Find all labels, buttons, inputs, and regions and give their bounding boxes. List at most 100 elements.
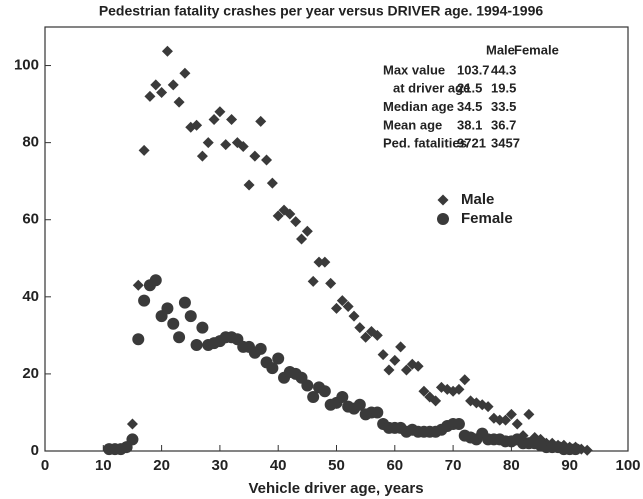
x-tick-label: 30 (212, 457, 229, 474)
point (161, 302, 174, 315)
point (237, 140, 249, 152)
point (511, 418, 523, 430)
x-tick-label: 70 (445, 457, 462, 474)
stats-value: 36.7 (491, 117, 516, 132)
stats-row-label: Ped. fatalities (383, 136, 467, 151)
point (167, 317, 180, 330)
point (173, 96, 185, 108)
point (150, 79, 162, 91)
point (377, 349, 389, 361)
point (395, 341, 407, 353)
y-tick-label: 80 (22, 134, 39, 151)
point (482, 401, 494, 413)
point (202, 137, 214, 149)
stats-row-label: at driver age (393, 81, 470, 96)
point (348, 310, 360, 322)
point (208, 114, 220, 126)
point (301, 379, 314, 392)
point (307, 275, 319, 287)
legend-marker (437, 213, 449, 225)
point (272, 352, 285, 365)
point (196, 150, 208, 162)
point (301, 225, 313, 237)
x-tick-label: 60 (386, 457, 403, 474)
point (167, 79, 179, 91)
plot-frame (44, 26, 629, 452)
x-tick-label: 90 (561, 457, 578, 474)
point (214, 106, 226, 118)
stats-value: 38.1 (457, 117, 482, 132)
point (138, 144, 150, 156)
point (243, 179, 255, 191)
stats-row-label: Mean age (383, 117, 442, 132)
point (249, 150, 261, 162)
point (220, 139, 232, 151)
point (418, 385, 430, 397)
stats-value: 33.5 (491, 99, 516, 114)
point (196, 321, 209, 334)
stats-row-label: Median age (383, 99, 454, 114)
point (290, 216, 302, 228)
point (254, 342, 267, 355)
point (325, 277, 337, 289)
point (505, 408, 517, 420)
point (459, 374, 471, 386)
x-tick-label: 100 (615, 457, 640, 474)
stats-header: Male (486, 42, 515, 57)
point (226, 114, 238, 126)
stats-header: Female (514, 42, 559, 57)
point (255, 115, 267, 127)
point (494, 414, 506, 426)
point (266, 362, 279, 375)
point (132, 333, 145, 346)
point (371, 329, 383, 341)
point (452, 418, 465, 431)
x-tick-label: 10 (95, 457, 112, 474)
x-tick-label: 0 (41, 457, 49, 474)
point (371, 406, 384, 419)
legend-marker (437, 194, 449, 206)
point (178, 296, 191, 309)
stats-value: 3457 (491, 136, 520, 151)
point (500, 414, 512, 426)
point (126, 433, 139, 446)
chart-title: Pedestrian fatality crashes per year ver… (99, 3, 544, 19)
stats-value: 103.7 (457, 62, 490, 77)
point (126, 418, 138, 430)
stats-value: 34.5 (457, 99, 482, 114)
point (389, 354, 401, 366)
point (319, 256, 331, 268)
x-tick-label: 40 (270, 457, 287, 474)
point (430, 395, 442, 407)
stats-row-label: Max value (383, 62, 445, 77)
point (284, 208, 296, 220)
point (400, 364, 412, 376)
point (149, 274, 162, 287)
point (144, 90, 156, 102)
point (191, 119, 203, 131)
x-tick-label: 20 (153, 457, 170, 474)
y-tick-label: 100 (14, 57, 39, 74)
point (383, 364, 395, 376)
point (266, 177, 278, 189)
stats-value: 19.5 (491, 81, 516, 96)
point (307, 391, 320, 404)
point (190, 339, 203, 351)
point (179, 67, 191, 79)
point (569, 443, 582, 456)
x-tick-label: 80 (503, 457, 520, 474)
y-tick-label: 20 (22, 365, 39, 382)
point (412, 360, 424, 372)
stats-value: 9721 (457, 136, 486, 151)
x-tick-label: 50 (328, 457, 345, 474)
point (360, 331, 372, 343)
point (161, 45, 173, 57)
y-tick-label: 0 (31, 442, 39, 459)
point (296, 233, 308, 245)
point (354, 322, 366, 334)
point (331, 302, 342, 314)
point (318, 385, 331, 398)
legend-label: Male (461, 191, 494, 208)
stats-value: 21.5 (457, 81, 482, 96)
